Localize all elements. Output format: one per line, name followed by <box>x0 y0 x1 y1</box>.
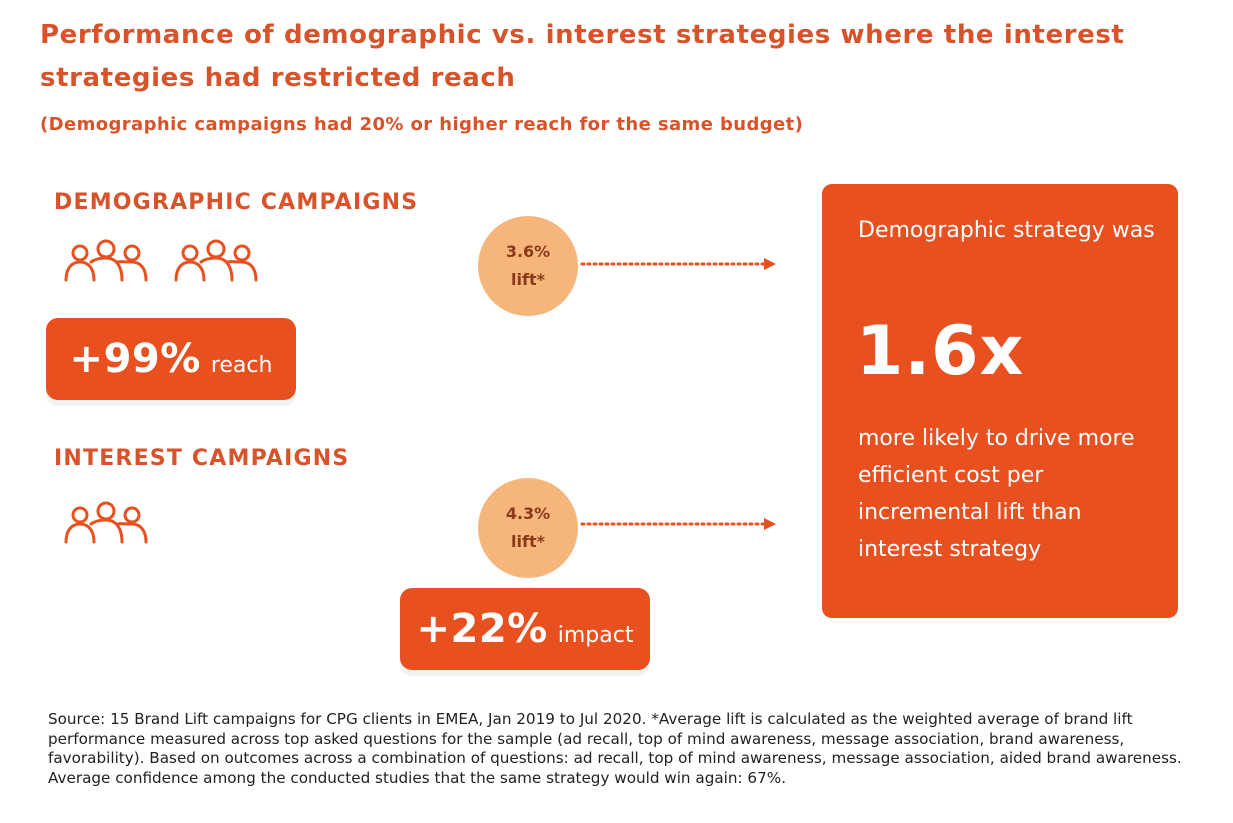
result-lead-text: Demographic strategy was <box>858 218 1155 243</box>
people-group-icon <box>64 501 148 544</box>
reach-metric-label: reach <box>210 352 273 378</box>
interest-lift-label: lift* <box>511 532 545 551</box>
page-title: Performance of demographic vs. interest … <box>40 20 1125 93</box>
interest-lift-value: 4.3% <box>505 504 551 523</box>
people-icon <box>64 239 148 282</box>
dotted-arrow-icon <box>580 258 776 270</box>
reach-metric-value: +99% <box>69 336 201 382</box>
dotted-arrow-icon <box>580 518 776 530</box>
demographic-lift-label: lift* <box>511 270 545 289</box>
impact-metric-label: impact <box>557 622 634 648</box>
demographic-lift-value: 3.6% <box>505 242 551 261</box>
demographic-lift-bubble: 3.6% lift* <box>478 216 578 316</box>
interest-heading: INTEREST CAMPAIGNS <box>54 446 350 471</box>
reach-metric-badge: +99% reach <box>46 318 296 400</box>
impact-metric-badge: +22% impact <box>400 588 650 670</box>
result-ratio: 1.6x <box>856 312 1025 391</box>
source-footnote: Source: 15 Brand Lift campaigns for CPG … <box>48 710 1182 787</box>
interest-lift-bubble: 4.3% lift* <box>478 478 578 578</box>
result-tail-text: more likely to drive more efficient cost… <box>858 426 1135 562</box>
demographic-heading: DEMOGRAPHIC CAMPAIGNS <box>54 190 419 215</box>
people-group-icon <box>64 239 258 282</box>
page-subtitle: (Demographic campaigns had 20% or higher… <box>40 114 804 135</box>
impact-metric-value: +22% <box>416 606 548 652</box>
people-icon <box>174 239 258 282</box>
result-panel: Demographic strategy was 1.6x more likel… <box>822 184 1178 618</box>
